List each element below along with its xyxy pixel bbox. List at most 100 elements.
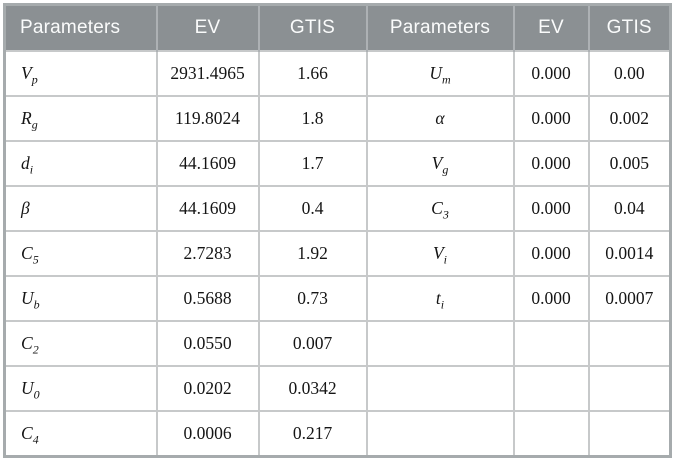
gtis-value-cell: [587, 410, 672, 458]
ev-value-cell: [512, 365, 590, 412]
ev-value-cell: [512, 410, 590, 458]
table-row: C4 0.0006 0.217: [3, 410, 672, 458]
gtis-value-cell: [587, 320, 672, 367]
table-header: Parameters EV GTIS Parameters EV GTIS: [4, 4, 671, 51]
param-symbol: d: [21, 153, 30, 173]
gtis-value-cell: 0.002: [587, 95, 672, 142]
table-row: C5 2.7283 1.92 Vi 0.000 0.0014: [3, 230, 672, 277]
param-subscript: 0: [33, 387, 40, 402]
param-cell: C2: [3, 320, 158, 367]
param-subscript: g: [31, 117, 38, 132]
param-cell: [365, 365, 515, 412]
param-symbol: U: [21, 378, 34, 398]
ev-value-cell: 0.000: [512, 275, 590, 322]
ev-value-cell: 2.7283: [155, 230, 260, 277]
param-subscript: b: [33, 297, 40, 312]
param-cell: Ub: [3, 275, 158, 322]
column-header-gtis-left: GTIS: [257, 4, 367, 51]
ev-value-cell: 0.000: [512, 95, 590, 142]
parameters-table: Parameters EV GTIS Parameters EV GTIS Vp…: [3, 3, 672, 458]
ev-value-cell: 44.1609: [155, 140, 260, 187]
table-row: di 44.1609 1.7 Vg 0.000 0.005: [3, 140, 672, 187]
gtis-value-cell: 0.00: [587, 50, 672, 97]
ev-value-cell: 0.0006: [155, 410, 260, 458]
ev-value-cell: 2931.4965: [155, 50, 260, 97]
param-subscript: p: [31, 72, 38, 87]
param-symbol: V: [431, 153, 443, 173]
table-row: β 44.1609 0.4 C3 0.000 0.04: [3, 185, 672, 232]
column-header-ev-left: EV: [155, 4, 259, 51]
param-symbol: V: [432, 243, 444, 263]
column-header-ev-right: EV: [512, 4, 589, 51]
ev-value-cell: 119.8024: [155, 95, 260, 142]
gtis-value-cell: 0.0342: [257, 365, 368, 412]
ev-value-cell: 0.000: [512, 185, 590, 232]
gtis-value-cell: 0.73: [257, 275, 368, 322]
param-cell: Vi: [365, 230, 515, 277]
param-symbol: C: [21, 423, 33, 443]
ev-value-cell: [512, 320, 590, 367]
param-cell: C4: [3, 410, 158, 458]
param-symbol: C: [21, 333, 33, 353]
gtis-value-cell: 1.66: [257, 50, 368, 97]
param-symbol: C: [21, 243, 33, 263]
gtis-value-cell: 0.0007: [587, 275, 672, 322]
ev-value-cell: 0.000: [512, 140, 590, 187]
param-cell: U0: [3, 365, 158, 412]
param-subscript: i: [29, 162, 34, 177]
param-symbol: V: [21, 63, 32, 83]
param-subscript: 4: [32, 432, 39, 447]
param-subscript: g: [442, 162, 449, 177]
ev-value-cell: 44.1609: [155, 185, 260, 232]
param-subscript: 3: [442, 207, 449, 222]
param-symbol: α: [435, 108, 445, 128]
gtis-value-cell: 1.7: [257, 140, 368, 187]
header-row: Parameters EV GTIS Parameters EV GTIS: [4, 4, 671, 51]
table-row: U0 0.0202 0.0342: [3, 365, 672, 412]
table-row: C2 0.0550 0.007: [3, 320, 672, 367]
param-symbol: R: [21, 108, 32, 128]
gtis-value-cell: 0.005: [587, 140, 672, 187]
param-cell: C3: [365, 185, 515, 232]
table-body: Vp 2931.4965 1.66 Um 0.000 0.00 Rg 119.8…: [3, 50, 672, 458]
param-subscript: i: [443, 252, 448, 267]
param-subscript: 5: [32, 252, 39, 267]
param-subscript: m: [441, 72, 451, 87]
gtis-value-cell: 1.92: [257, 230, 368, 277]
param-cell: di: [3, 140, 158, 187]
param-cell: α: [365, 95, 515, 142]
gtis-value-cell: [587, 365, 672, 412]
param-symbol: U: [21, 288, 34, 308]
param-cell: ti: [365, 275, 515, 322]
gtis-value-cell: 0.217: [257, 410, 368, 458]
ev-value-cell: 0.000: [512, 50, 590, 97]
ev-value-cell: 0.0202: [155, 365, 260, 412]
param-subscript: i: [440, 297, 445, 312]
table-row: Rg 119.8024 1.8 α 0.000 0.002: [3, 95, 672, 142]
gtis-value-cell: 1.8: [257, 95, 368, 142]
param-subscript: 2: [32, 342, 39, 357]
ev-value-cell: 0.5688: [155, 275, 260, 322]
param-cell: [365, 410, 515, 458]
param-cell: C5: [3, 230, 158, 277]
column-header-gtis-right: GTIS: [587, 4, 671, 51]
gtis-value-cell: 0.0014: [587, 230, 672, 277]
column-header-parameters-left: Parameters: [4, 4, 157, 51]
gtis-value-cell: 0.4: [257, 185, 368, 232]
param-symbol: C: [431, 198, 443, 218]
ev-value-cell: 0.000: [512, 230, 590, 277]
table-row: Ub 0.5688 0.73 ti 0.000 0.0007: [3, 275, 672, 322]
param-cell: Vg: [365, 140, 515, 187]
param-symbol: U: [429, 63, 442, 83]
param-cell: Vp: [3, 50, 158, 97]
table-row: Vp 2931.4965 1.66 Um 0.000 0.00: [3, 50, 672, 97]
param-cell: [365, 320, 515, 367]
ev-value-cell: 0.0550: [155, 320, 260, 367]
param-symbol: t: [435, 288, 441, 308]
param-cell: Rg: [3, 95, 158, 142]
param-symbol: β: [21, 198, 30, 218]
gtis-value-cell: 0.007: [257, 320, 368, 367]
param-cell: Um: [365, 50, 515, 97]
gtis-value-cell: 0.04: [587, 185, 672, 232]
column-header-parameters-right: Parameters: [365, 4, 514, 51]
